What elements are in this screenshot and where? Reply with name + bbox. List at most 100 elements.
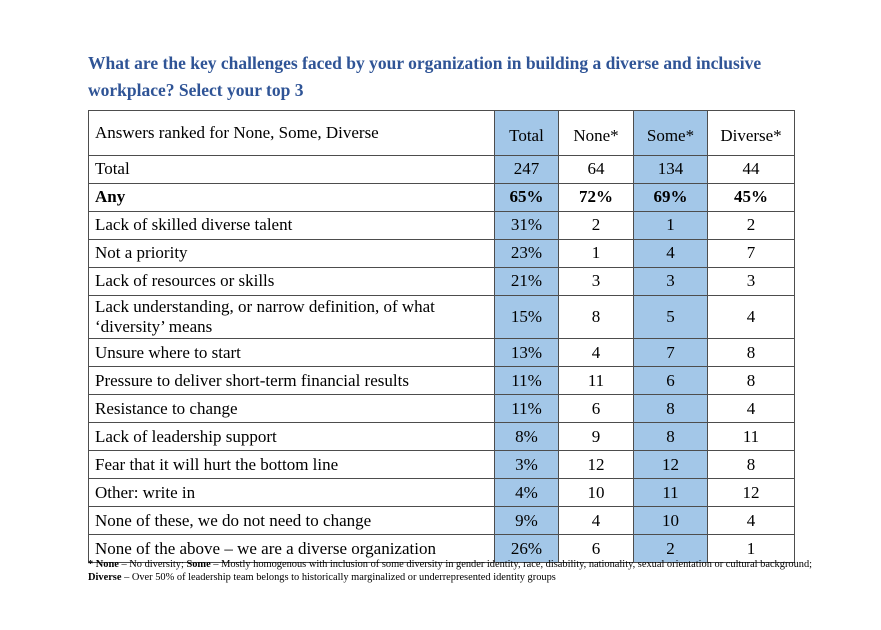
row-value: 9%: [494, 506, 559, 536]
table-header-row: Answers ranked for None, Some, Diverse T…: [88, 110, 795, 156]
row-value: 4: [558, 338, 634, 368]
row-value: 31%: [494, 211, 559, 240]
footnote-segment: * None: [88, 559, 119, 570]
row-value: 8: [707, 338, 795, 368]
row-value: 12: [707, 478, 795, 508]
row-value: 15%: [494, 294, 559, 340]
table-row: Lack of leadership support 8% 9 8 11: [88, 422, 795, 452]
row-value: 8: [558, 294, 634, 340]
row-value: 64: [558, 155, 634, 184]
row-value: 11: [707, 422, 795, 452]
row-label: None of the above – we are a diverse org…: [88, 534, 495, 564]
row-label: Not a priority: [88, 239, 495, 268]
row-value: 6: [558, 534, 634, 564]
table-row: Not a priority 23% 1 4 7: [88, 239, 795, 268]
row-value: 3%: [494, 450, 559, 480]
row-label: Lack of resources or skills: [88, 267, 495, 296]
footnote-line: * None – No diversity; Some – Mostly hom…: [88, 558, 828, 571]
row-value: 134: [633, 155, 708, 184]
row-value: 11: [633, 478, 708, 508]
footnote-segment: – Over 50% of leadership team belongs to…: [121, 572, 556, 583]
row-value: 2: [558, 211, 634, 240]
table-row: Pressure to deliver short-term financial…: [88, 366, 795, 396]
table-row: Any 65% 72% 69% 45%: [88, 183, 795, 212]
row-value: 8: [633, 422, 708, 452]
row-value: 7: [633, 338, 708, 368]
row-value: 6: [558, 394, 634, 424]
row-value: 65%: [494, 183, 559, 212]
row-label: Lack of skilled diverse talent: [88, 211, 495, 240]
row-value: 8%: [494, 422, 559, 452]
table-row: Resistance to change 11% 6 8 4: [88, 394, 795, 424]
row-value: 2: [707, 211, 795, 240]
row-value: 4: [707, 294, 795, 340]
row-value: 13%: [494, 338, 559, 368]
row-value: 4: [558, 506, 634, 536]
footnote-segment: Diverse: [88, 572, 122, 583]
row-label: Resistance to change: [88, 394, 495, 424]
row-value: 11%: [494, 366, 559, 396]
table-row: None of the above – we are a diverse org…: [88, 534, 795, 564]
row-value: 2: [633, 534, 708, 564]
row-value: 5: [633, 294, 708, 340]
footnote-segment: – Mostly homogenous with inclusion of so…: [210, 559, 813, 570]
footnote-line: Diverse – Over 50% of leadership team be…: [88, 571, 828, 584]
row-label: None of these, we do not need to change: [88, 506, 495, 536]
row-value: 1: [633, 211, 708, 240]
row-value: 10: [633, 506, 708, 536]
table-row: Lack of skilled diverse talent 31% 2 1 2: [88, 211, 795, 240]
table-row: Unsure where to start 13% 4 7 8: [88, 338, 795, 368]
row-value: 1: [558, 239, 634, 268]
row-label: Unsure where to start: [88, 338, 495, 368]
row-value: 10: [558, 478, 634, 508]
row-value: 1: [707, 534, 795, 564]
footnote-segment: – No diversity;: [118, 559, 187, 570]
table-row: Lack understanding, or narrow definition…: [88, 294, 795, 340]
row-value: 3: [633, 267, 708, 296]
table-row: Other: write in 4% 10 11 12: [88, 478, 795, 508]
table-header-label: Answers ranked for None, Some, Diverse: [88, 110, 495, 156]
table-row: Total 247 64 134 44: [88, 155, 795, 184]
row-label: Pressure to deliver short-term financial…: [88, 366, 495, 396]
row-value: 9: [558, 422, 634, 452]
table-row: Lack of resources or skills 21% 3 3 3: [88, 267, 795, 296]
row-label: Any: [88, 183, 495, 212]
footnote-segment: Some: [186, 559, 211, 570]
row-value: 4: [707, 506, 795, 536]
column-header-some: Some*: [633, 110, 708, 156]
column-header-total: Total: [494, 110, 559, 156]
row-value: 6: [633, 366, 708, 396]
table-row: Fear that it will hurt the bottom line 3%…: [88, 450, 795, 480]
row-label: Fear that it will hurt the bottom line: [88, 450, 495, 480]
row-label: Lack of leadership support: [88, 422, 495, 452]
table-row: None of these, we do not need to change 9…: [88, 506, 795, 536]
table-body: Total 247 64 134 44 Any 65% 72% 69% 45% Lack of sk…: [88, 155, 795, 564]
row-value: 72%: [558, 183, 634, 212]
row-label: Lack understanding, or narrow definition…: [88, 294, 495, 340]
row-value: 11%: [494, 394, 559, 424]
page-title: What are the key challenges faced by you…: [88, 53, 762, 100]
column-header-none: None*: [558, 110, 634, 156]
row-value: 12: [558, 450, 634, 480]
row-value: 8: [707, 366, 795, 396]
footnote: * None – No diversity; Some – Mostly hom…: [88, 558, 828, 584]
row-label: Other: write in: [88, 478, 495, 508]
row-value: 4: [633, 239, 708, 268]
row-value: 26%: [494, 534, 559, 564]
row-value: 4%: [494, 478, 559, 508]
row-value: 69%: [633, 183, 708, 212]
row-value: 7: [707, 239, 795, 268]
row-value: 4: [707, 394, 795, 424]
row-value: 247: [494, 155, 559, 184]
row-value: 8: [707, 450, 795, 480]
row-value: 3: [707, 267, 795, 296]
row-value: 8: [633, 394, 708, 424]
row-value: 12: [633, 450, 708, 480]
row-value: 11: [558, 366, 634, 396]
row-value: 44: [707, 155, 795, 184]
row-value: 45%: [707, 183, 795, 212]
column-header-diverse: Diverse*: [707, 110, 795, 156]
row-value: 23%: [494, 239, 559, 268]
row-value: 3: [558, 267, 634, 296]
